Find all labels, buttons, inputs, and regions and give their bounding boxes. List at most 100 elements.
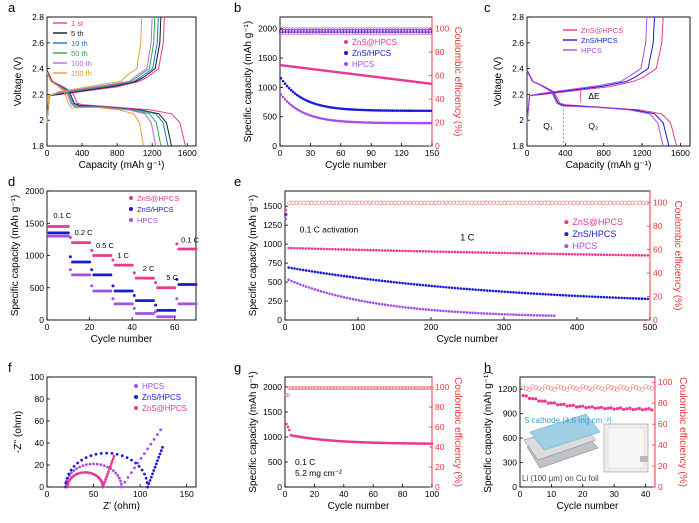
- cycle-point-e-2: [482, 312, 486, 315]
- capacity-point-b-1: [289, 88, 293, 92]
- cycle-point-e-2: [442, 309, 445, 313]
- capacity-point-b-1: [291, 90, 295, 94]
- rate-point-2: [49, 234, 53, 238]
- rate-point-0: [51, 224, 55, 228]
- annotation-q1: Q₁: [543, 121, 553, 131]
- capacity-point-b-2: [401, 121, 404, 125]
- capacity-point-b-1: [427, 109, 431, 113]
- rate-point-0: [185, 247, 189, 251]
- capacity-point-h: [603, 407, 607, 411]
- cycle-point-e-2: [465, 311, 469, 314]
- rate-point-2: [137, 312, 141, 316]
- rate-point-0: [102, 254, 106, 257]
- capacity-point-h: [578, 404, 582, 409]
- cycle-point-e-0: [398, 249, 401, 253]
- legend-f-marker: [134, 406, 138, 410]
- cycle-point-e-0: [526, 252, 530, 255]
- ce-point-e: [637, 200, 642, 205]
- rate-point-1: [145, 299, 149, 303]
- rate-point-1: [183, 283, 187, 287]
- rate-point-2: [149, 312, 153, 316]
- ce-point-g: [430, 386, 434, 390]
- cycle-point-e-2: [538, 314, 542, 317]
- cycle-point-e-2: [424, 308, 428, 311]
- cycle-point-e-0: [342, 248, 346, 251]
- rate-point-1: [147, 299, 151, 303]
- cycle-point-e-2: [512, 313, 515, 316]
- y2-tick-label-e: 0: [653, 315, 658, 325]
- rate-point-2: [126, 302, 130, 306]
- cycle-point-e-0: [284, 208, 288, 212]
- rate-point-2: [147, 312, 151, 316]
- cycle-point-e-0: [290, 246, 293, 250]
- cycle-point-e-0: [628, 253, 632, 257]
- eis-tail-point-0: [142, 452, 146, 456]
- cycle-point-e-2: [407, 306, 410, 309]
- ce-point-e: [415, 200, 420, 205]
- rate-point-1: [88, 260, 92, 264]
- capacity-point-b-2: [291, 105, 295, 108]
- capacity-point-b-2: [399, 121, 402, 125]
- rate-point-1: [68, 255, 72, 259]
- cycle-point-e-0: [620, 253, 623, 257]
- cycle-point-e-1: [477, 288, 480, 292]
- rate-point-0: [64, 224, 68, 228]
- x-tick-label-b: 30: [306, 148, 316, 158]
- rate-point-0: [111, 258, 115, 262]
- cycle-point-e-1: [331, 273, 334, 276]
- cycle-point-e-2: [401, 305, 404, 309]
- cycle-point-e-1: [424, 284, 428, 287]
- capacity-point-h: [622, 407, 626, 412]
- ce-point-e: [440, 200, 445, 205]
- capacity-point-b-2: [348, 120, 352, 124]
- cycle-point-e-1: [515, 291, 518, 294]
- ce-point-e: [582, 200, 588, 205]
- cycle-point-e-2: [471, 311, 474, 315]
- capacity-point-b-0: [356, 73, 360, 77]
- cycle-point-e-2: [372, 301, 375, 305]
- rate-label: 0.5 C: [96, 241, 115, 250]
- legend-c-label: HPCS: [581, 46, 602, 55]
- legend-f-label: ZnS/HPCS: [142, 393, 181, 402]
- capacity-point-b-0: [376, 75, 380, 79]
- rate-point-0: [98, 254, 102, 257]
- rate-point-0: [66, 224, 70, 228]
- cycle-point-e-2: [436, 309, 439, 312]
- ce-point-h: [577, 387, 582, 392]
- rate-point-1: [185, 283, 189, 287]
- ce-point-e: [615, 200, 620, 205]
- cycle-point-e-2: [494, 312, 498, 316]
- capacity-point-b-2: [429, 121, 433, 125]
- capacity-point-b-0: [310, 67, 313, 71]
- rate-point-0: [139, 276, 143, 280]
- rate-point-1: [85, 260, 89, 264]
- ce-point-e: [363, 200, 369, 205]
- cycle-point-e-0: [459, 250, 463, 254]
- cycle-point-e-2: [547, 314, 550, 317]
- capacity-point-b-1: [395, 109, 398, 112]
- legend-b-label: ZnS/HPCS: [352, 49, 391, 58]
- eis-point-2: [81, 471, 85, 474]
- y2-tick-label-b: 20: [435, 118, 445, 128]
- rate-point-0: [132, 271, 136, 275]
- capacity-point-b-2: [364, 121, 368, 124]
- cycle-point-e-1: [418, 283, 422, 287]
- eis-tail-point-2: [106, 472, 109, 476]
- eis-tail-point-1: [158, 452, 162, 456]
- capacity-point-b-1: [324, 105, 327, 108]
- cycle-point-e-0: [336, 248, 340, 251]
- ce-point-e: [360, 200, 365, 205]
- rate-point-2: [122, 302, 126, 306]
- eis-point-0: [111, 469, 115, 473]
- capacity-point-b-1: [407, 109, 410, 113]
- capacity-point-b-1: [421, 109, 425, 113]
- cycle-point-e-1: [509, 290, 512, 294]
- ce-point-e: [393, 200, 398, 205]
- eis-point-1: [120, 454, 124, 458]
- capacity-point-h: [643, 407, 648, 411]
- capacity-point-b-2: [379, 121, 382, 125]
- rate-point-1: [175, 277, 179, 281]
- rate-point-2: [92, 289, 96, 293]
- rate-point-1: [149, 299, 153, 303]
- capacity-point-h: [565, 404, 569, 408]
